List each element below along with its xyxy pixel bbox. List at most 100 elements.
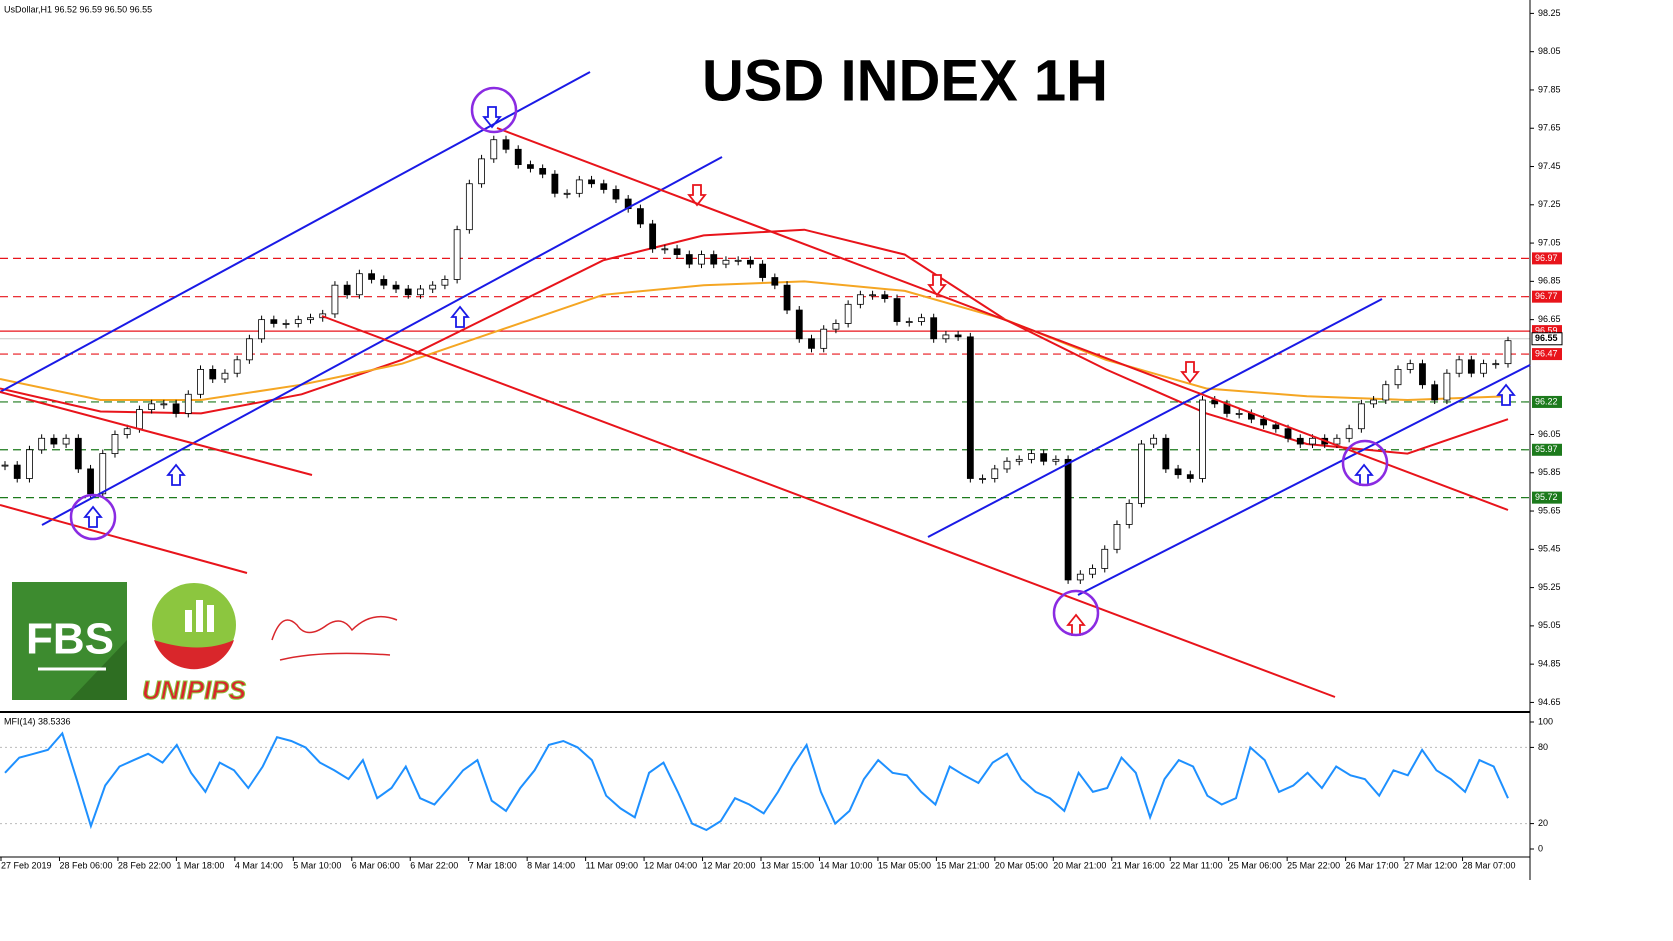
- x-tick-label: 28 Feb 22:00: [118, 860, 171, 870]
- candle: [649, 223, 657, 250]
- candle: [245, 338, 253, 361]
- last-price-box: [1531, 332, 1563, 346]
- trend-line: [41, 156, 723, 526]
- x-tick-label: 6 Mar 22:00: [410, 860, 458, 870]
- y-tick-label: 80: [1538, 742, 1548, 752]
- candle: [527, 164, 534, 169]
- candle: [502, 139, 510, 150]
- candle: [820, 328, 828, 349]
- signal-arrow: [687, 184, 707, 207]
- candle: [563, 192, 571, 195]
- candle: [869, 294, 876, 297]
- candle: [282, 323, 290, 325]
- candle: [612, 189, 620, 200]
- x-tick-label: 14 Mar 10:00: [819, 860, 872, 870]
- candle: [62, 437, 70, 445]
- candle: [453, 229, 461, 280]
- x-tick-label: 27 Feb 2019: [1, 860, 52, 870]
- x-tick-label: 20 Mar 21:00: [1053, 860, 1106, 870]
- candle: [465, 183, 473, 231]
- y-tick-label: 94.85: [1538, 659, 1561, 669]
- candle: [380, 279, 388, 286]
- level-label-box: [1532, 252, 1562, 265]
- candle: [1284, 428, 1292, 439]
- candle: [490, 139, 498, 160]
- candle: [685, 254, 693, 265]
- candle: [1052, 458, 1060, 462]
- candle: [1235, 413, 1243, 415]
- candle: [1467, 359, 1475, 374]
- candle: [1309, 437, 1316, 445]
- candle: [698, 254, 705, 265]
- candle: [1419, 363, 1426, 386]
- logo-sketch: [271, 615, 398, 661]
- candle: [478, 158, 485, 185]
- x-tick-label: 25 Mar 06:00: [1229, 860, 1282, 870]
- candle: [13, 464, 21, 479]
- candle: [1138, 443, 1145, 504]
- candle: [294, 319, 302, 324]
- candle: [74, 437, 82, 470]
- x-tick-label: 25 Mar 22:00: [1287, 860, 1340, 870]
- candle: [1443, 372, 1451, 401]
- candle: [1028, 453, 1035, 460]
- candle: [136, 409, 143, 430]
- candle: [1504, 340, 1512, 365]
- level-label: 96.22: [1535, 396, 1558, 406]
- candle: [209, 368, 217, 380]
- candle: [1455, 359, 1463, 374]
- candle: [1357, 403, 1365, 430]
- candle: [637, 208, 644, 225]
- y-tick-label: 97.25: [1538, 199, 1561, 209]
- y-tick-label: 98.25: [1538, 8, 1561, 18]
- candle: [1382, 384, 1390, 401]
- candle: [905, 321, 913, 323]
- y-tick-label: 94.65: [1538, 697, 1561, 707]
- highlight-circle: [470, 86, 518, 134]
- x-tick-label: 12 Mar 20:00: [703, 860, 756, 870]
- x-tick-label: 27 Mar 12:00: [1404, 860, 1457, 870]
- candle: [50, 437, 58, 445]
- candle: [111, 434, 119, 455]
- candle: [1394, 368, 1402, 386]
- highlight-circle: [1341, 439, 1389, 487]
- candle: [258, 319, 266, 340]
- y-tick-label: 95.05: [1538, 620, 1561, 630]
- candle: [1345, 428, 1353, 439]
- level-label-box: [1532, 290, 1562, 303]
- x-tick-label: 7 Mar 18:00: [469, 860, 517, 870]
- candle: [979, 478, 986, 480]
- candle: [429, 284, 437, 290]
- candle: [918, 317, 925, 322]
- x-tick-label: 26 Mar 17:00: [1346, 860, 1399, 870]
- candle: [856, 294, 864, 305]
- candle: [26, 449, 33, 479]
- candle: [368, 273, 375, 280]
- candle: [600, 183, 608, 190]
- y-tick-label: 20: [1538, 818, 1548, 828]
- candle: [893, 298, 901, 322]
- candle: [673, 248, 681, 255]
- candle: [404, 288, 412, 296]
- candle: [832, 323, 840, 330]
- candle: [966, 336, 974, 479]
- y-tick-label: 95.25: [1538, 582, 1561, 592]
- signal-arrow: [83, 505, 103, 528]
- x-tick-label: 5 Mar 10:00: [293, 860, 341, 870]
- trend-line: [1077, 364, 1531, 596]
- candle: [746, 259, 754, 265]
- candle: [123, 428, 131, 435]
- y-tick-label: 0: [1538, 843, 1543, 853]
- y-tick-label: 96.65: [1538, 314, 1561, 324]
- trend-line: [927, 298, 1383, 538]
- candle: [1333, 437, 1341, 445]
- y-tick-label: 97.45: [1538, 161, 1561, 171]
- trend-line: [321, 315, 1336, 698]
- highlight-circle: [1052, 589, 1100, 637]
- candle: [991, 468, 999, 479]
- candle: [1260, 418, 1268, 426]
- level-label: 95.97: [1535, 444, 1558, 454]
- indicator-label: MFI(14) 38.5336: [4, 716, 71, 726]
- y-tick-label: 95.45: [1538, 544, 1561, 554]
